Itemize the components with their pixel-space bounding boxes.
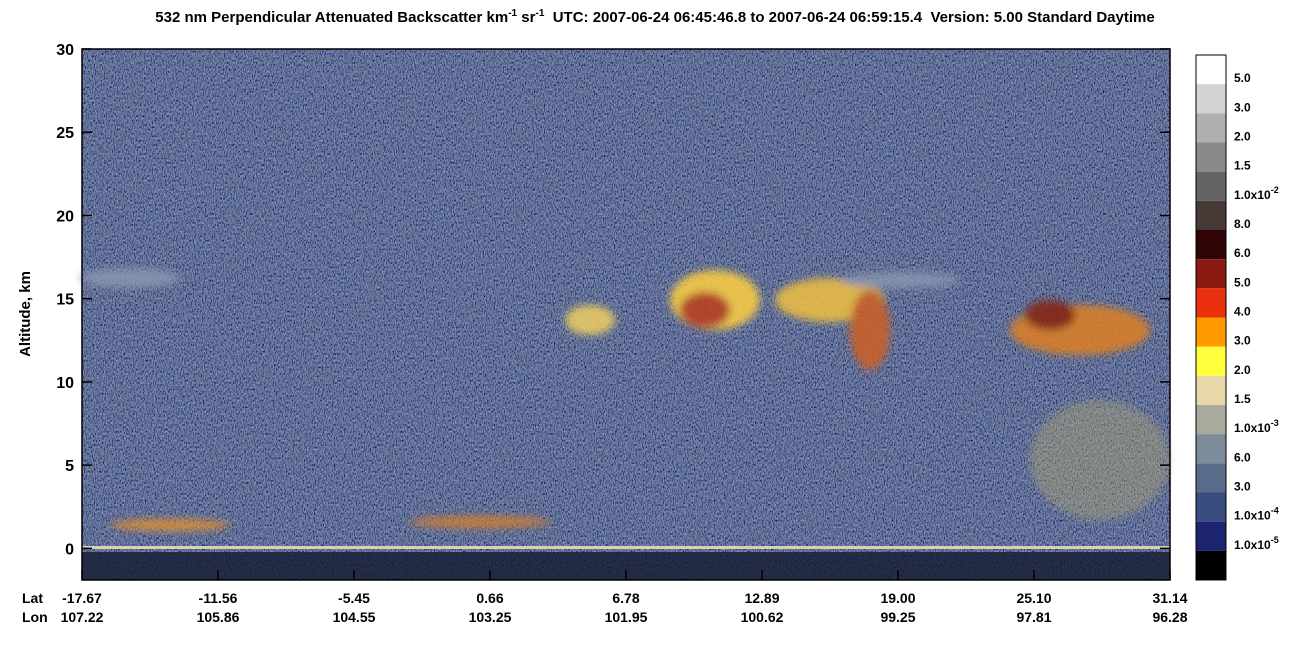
- colorbar-label-text: 3.0: [1234, 480, 1251, 494]
- colorbar-label-text: 8.0: [1234, 217, 1251, 231]
- colorbar-swatch: [1196, 434, 1226, 464]
- title-sup: -1: [508, 8, 517, 19]
- y-tick-label: 30: [56, 42, 74, 59]
- colorbar-label: 3.0: [1234, 334, 1251, 348]
- x-tick-label: 105.86: [197, 609, 240, 625]
- colorbar-swatch: [1196, 463, 1226, 493]
- x-tick-label: 101.95: [605, 609, 648, 625]
- colorbar-label: 5.0: [1234, 71, 1251, 85]
- x-tick-label: 107.22: [61, 609, 104, 625]
- colorbar-swatch: [1196, 550, 1226, 580]
- colorbar-label: 2.0: [1234, 363, 1251, 377]
- colorbar-swatch: [1196, 288, 1226, 318]
- y-tick-label: 20: [56, 208, 74, 225]
- colorbar-swatch: [1196, 259, 1226, 289]
- chart-title: 532 nm Perpendicular Attenuated Backscat…: [155, 8, 1154, 26]
- colorbar-swatch: [1196, 171, 1226, 201]
- colorbar-label-text: 3.0: [1234, 100, 1251, 114]
- colorbar-label-sup: -3: [1271, 418, 1279, 428]
- y-tick-label: 5: [65, 458, 74, 475]
- y-tick-label: 10: [56, 375, 74, 392]
- colorbar-swatch: [1196, 230, 1226, 260]
- title-part: sr: [517, 9, 536, 26]
- colorbar-swatch: [1196, 375, 1226, 405]
- colorbar-label-text: 2.0: [1234, 130, 1251, 144]
- x-tick-label: 97.81: [1016, 609, 1051, 625]
- colorbar-swatch: [1196, 346, 1226, 376]
- x-tick-label: 100.62: [741, 609, 784, 625]
- colorbar-label-sup: -4: [1271, 506, 1279, 516]
- colorbar-swatch: [1196, 405, 1226, 435]
- colorbar-swatch: [1196, 317, 1226, 347]
- colorbar-swatch: [1196, 84, 1226, 114]
- x-tick-label: 19.00: [880, 590, 915, 606]
- colorbar-swatch: [1196, 55, 1226, 85]
- colorbar-label-sup: -5: [1271, 535, 1279, 545]
- colorbar-label-text: 1.5: [1234, 159, 1251, 173]
- title-part: UTC: 2007-06-24 06:45:46.8 to 2007-06-24…: [544, 9, 1154, 26]
- x-row-name: Lat: [22, 590, 43, 606]
- colorbar-label: 3.0: [1234, 100, 1251, 114]
- y-tick-label: 15: [56, 292, 74, 309]
- x-tick-label: 25.10: [1016, 590, 1051, 606]
- x-tick-label: -17.67: [62, 590, 102, 606]
- x-row-name: Lon: [22, 609, 48, 625]
- colorbar-label: 6.0: [1234, 450, 1251, 464]
- colorbar-label-text: 5.0: [1234, 71, 1251, 85]
- x-tick-label: 96.28: [1152, 609, 1187, 625]
- colorbar-label-text: 6.0: [1234, 450, 1251, 464]
- colorbar-swatch: [1196, 142, 1226, 172]
- y-tick-label: 25: [56, 125, 74, 142]
- colorbar-label-text: 1.0x10: [1234, 538, 1271, 552]
- x-tick-label: 103.25: [469, 609, 512, 625]
- x-tick-label: -5.45: [338, 590, 370, 606]
- x-tick-label: -11.56: [199, 590, 238, 606]
- colorbar-label-text: 1.0x10: [1234, 421, 1271, 435]
- colorbar-label: 1.0x10-5: [1234, 535, 1279, 552]
- colorbar-label: 1.0x10-3: [1234, 418, 1279, 435]
- x-tick-label: 104.55: [333, 609, 376, 625]
- colorbar-label-text: 5.0: [1234, 275, 1251, 289]
- y-axis-label: Altitude, km: [17, 271, 34, 357]
- x-tick-label: 99.25: [880, 609, 915, 625]
- x-tick-label: 31.14: [1152, 590, 1187, 606]
- colorbar-label: 1.5: [1234, 392, 1251, 406]
- colorbar-label-text: 1.0x10: [1234, 188, 1271, 202]
- x-tick-label: 12.89: [744, 590, 779, 606]
- colorbar-label: 1.0x10-4: [1234, 506, 1279, 523]
- colorbar-label: 6.0: [1234, 246, 1251, 260]
- x-tick-label: 0.66: [476, 590, 503, 606]
- colorbar-label-text: 1.5: [1234, 392, 1251, 406]
- curtain-image: [80, 49, 1170, 580]
- colorbar-label: 5.0: [1234, 275, 1251, 289]
- colorbar-label-text: 3.0: [1234, 334, 1251, 348]
- colorbar-frame: [1195, 54, 1227, 581]
- colorbar-label-text: 4.0: [1234, 305, 1251, 319]
- title-sup: -1: [535, 8, 544, 19]
- colorbar-swatch: [1196, 113, 1226, 143]
- y-tick-label: 0: [65, 541, 74, 558]
- colorbar-label: 3.0: [1234, 480, 1251, 494]
- x-tick-label: 6.78: [612, 590, 639, 606]
- colorbar-label: 8.0: [1234, 217, 1251, 231]
- colorbar-swatch: [1196, 200, 1226, 230]
- colorbar-label-text: 1.0x10: [1234, 509, 1271, 523]
- colorbar-label-sup: -2: [1271, 185, 1279, 195]
- colorbar-swatch: [1196, 521, 1226, 551]
- colorbar-label: 4.0: [1234, 305, 1251, 319]
- colorbar-label: 2.0: [1234, 130, 1251, 144]
- colorbar-label-text: 2.0: [1234, 363, 1251, 377]
- colorbar-swatch: [1196, 492, 1226, 522]
- colorbar-label: 1.5: [1234, 159, 1251, 173]
- colorbar-label: 1.0x10-2: [1234, 185, 1279, 202]
- colorbar-label-text: 6.0: [1234, 246, 1251, 260]
- title-part: 532 nm Perpendicular Attenuated Backscat…: [155, 9, 508, 26]
